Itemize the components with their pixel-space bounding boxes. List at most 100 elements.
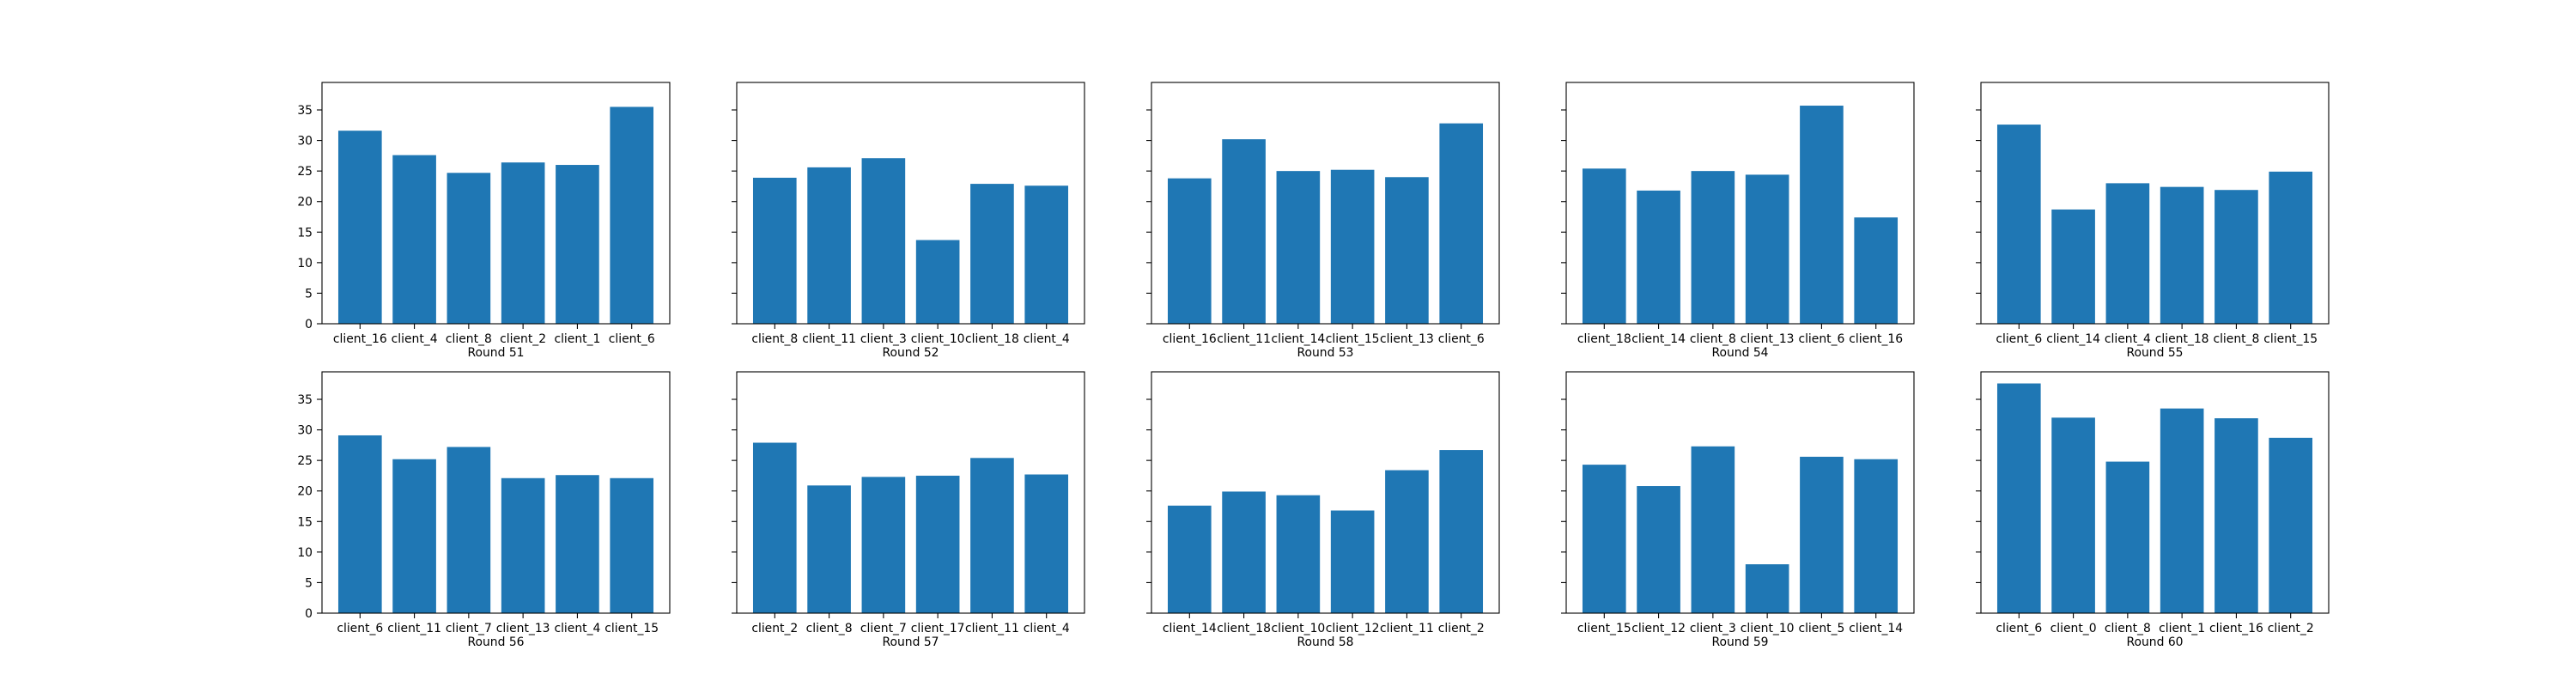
x-tick-label: client_17 xyxy=(911,622,965,635)
axes-frame xyxy=(1151,371,1500,614)
x-tick-label: client_2 xyxy=(500,332,546,346)
bar xyxy=(2105,461,2150,613)
x-axis-label: Round 51 xyxy=(467,346,524,360)
x-tick-label: client_13 xyxy=(496,622,550,635)
axes-frame xyxy=(1565,82,1915,325)
x-tick-label: client_8 xyxy=(446,332,492,346)
x-axis-label: Round 55 xyxy=(2126,346,2183,360)
y-tick-label: 15 xyxy=(297,515,313,529)
bar xyxy=(2160,186,2204,324)
x-tick-label: client_6 xyxy=(1438,332,1485,346)
x-tick-label: client_4 xyxy=(1024,622,1070,635)
bar xyxy=(1439,450,1484,613)
x-tick-label: client_7 xyxy=(446,622,492,635)
bar xyxy=(2215,190,2258,324)
bar xyxy=(556,475,599,613)
y-tick-label: 5 xyxy=(305,576,313,590)
y-tick-label: 35 xyxy=(297,104,313,118)
x-tick-label: client_2 xyxy=(1438,622,1485,635)
x-axis-label: Round 52 xyxy=(882,346,939,360)
bar xyxy=(337,435,382,613)
axes-frame xyxy=(321,371,671,614)
x-tick-label: client_18 xyxy=(2155,332,2209,346)
subplot-round-54: client_18 client_14 client_8 client_13 clien… xyxy=(1561,82,1915,360)
bar xyxy=(1276,171,1321,324)
x-tick-label: client_3 xyxy=(1690,622,1736,635)
bar xyxy=(1330,510,1375,613)
x-tick-label: client_4 xyxy=(2105,332,2151,346)
x-tick-label: client_0 xyxy=(2050,622,2097,635)
x-tick-label: client_13 xyxy=(1741,332,1795,346)
x-tick-label: client_15 xyxy=(1577,622,1631,635)
bar xyxy=(2269,171,2313,324)
x-tick-label: client_14 xyxy=(2046,332,2100,346)
bar xyxy=(610,106,654,325)
bar xyxy=(1222,139,1266,324)
bar xyxy=(2269,437,2313,613)
x-tick-label: client_15 xyxy=(2263,332,2318,346)
y-tick-label: 25 xyxy=(297,165,313,179)
bar xyxy=(392,155,436,324)
bar xyxy=(1385,470,1429,613)
x-tick-label: client_6 xyxy=(609,332,655,346)
x-tick-label: client_16 xyxy=(2209,622,2263,635)
bar xyxy=(337,131,382,324)
x-tick-label: client_10 xyxy=(1271,622,1325,635)
bar xyxy=(915,240,960,324)
bar xyxy=(447,173,491,324)
bar xyxy=(1222,491,1266,613)
x-tick-label: client_2 xyxy=(2268,622,2314,635)
x-tick-label: client_10 xyxy=(1741,622,1795,635)
axes-frame xyxy=(1980,371,2330,614)
y-tick-label: 10 xyxy=(297,257,313,271)
subplot-round-57: client_2 client_8 client_7 client_17 client_… xyxy=(732,371,1085,649)
x-tick-label: client_15 xyxy=(605,622,659,635)
x-tick-label: client_8 xyxy=(2105,622,2151,635)
x-tick-label: client_4 xyxy=(392,332,438,346)
bar xyxy=(915,475,960,613)
x-axis-label: Round 58 xyxy=(1297,635,1353,649)
x-tick-label: client_8 xyxy=(2213,332,2259,346)
subplot-round-53: client_16 client_11 client_14 client_15 clie… xyxy=(1146,82,1500,360)
x-tick-label: client_14 xyxy=(1163,622,1217,635)
bar xyxy=(807,167,851,324)
axes-frame xyxy=(1565,371,1915,614)
bar xyxy=(1996,125,2041,324)
bar xyxy=(1691,171,1735,324)
bar xyxy=(1167,505,1212,613)
bar xyxy=(2160,408,2204,613)
x-tick-label: client_14 xyxy=(1271,332,1325,346)
y-tick-label: 15 xyxy=(297,226,313,240)
bar xyxy=(807,485,851,613)
x-tick-label: client_15 xyxy=(1326,332,1380,346)
subplot-round-60: client_6 client_0 client_8 client_1 client_1… xyxy=(1976,371,2330,649)
bar xyxy=(447,447,491,613)
bar xyxy=(1439,123,1484,324)
x-tick-label: client_8 xyxy=(806,622,853,635)
y-tick-label: 10 xyxy=(297,546,313,560)
x-tick-label: client_18 xyxy=(965,332,1019,346)
x-tick-label: client_8 xyxy=(1690,332,1736,346)
x-tick-label: client_3 xyxy=(860,332,907,346)
bar xyxy=(2215,418,2258,613)
subplot-round-55: client_6 client_14 client_4 client_18 client… xyxy=(1976,82,2330,360)
x-tick-label: client_4 xyxy=(1024,332,1070,346)
bar xyxy=(1800,456,1844,613)
x-tick-label: client_11 xyxy=(802,332,856,346)
axes-frame xyxy=(321,82,671,325)
bar xyxy=(501,477,545,613)
x-tick-label: client_14 xyxy=(1631,332,1686,346)
bar xyxy=(752,177,797,324)
bar xyxy=(1385,177,1429,324)
x-tick-label: client_11 xyxy=(1217,332,1271,346)
subplot-round-56: 0 5 10 15 20 25 30 35 client_6 client_11 client_7 c… xyxy=(297,371,671,649)
bar xyxy=(1276,495,1321,613)
bar xyxy=(1637,190,1680,324)
bar xyxy=(1745,174,1789,324)
subplot-round-58: client_14 client_18 client_10 client_12 clie… xyxy=(1146,371,1500,649)
x-tick-label: client_1 xyxy=(554,332,600,346)
bar xyxy=(970,184,1014,324)
y-tick-label: 30 xyxy=(297,135,313,149)
bar xyxy=(1167,178,1212,324)
